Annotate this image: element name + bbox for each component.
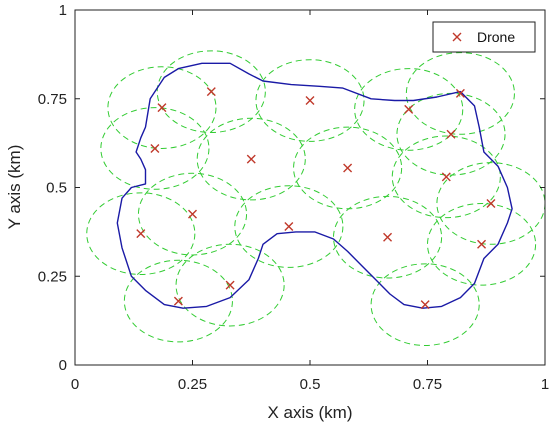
y-tick-label: 1 [59,2,67,19]
drone-marker [225,280,235,290]
legend-marker-icon [452,32,462,42]
y-tick-label: 0 [59,357,67,374]
drone-marker [383,232,393,242]
x-tick-label: 0.25 [178,376,207,393]
drone-marker [404,104,414,114]
area-boundary [116,62,513,309]
drone-marker [157,103,167,113]
x-tick-label: 0 [71,376,79,393]
coverage-circle [196,117,306,201]
drone-marker [246,154,256,164]
coverage-circle [391,135,501,219]
drone-marker [150,143,160,153]
drone-marker [173,296,183,306]
drone-marker [455,88,465,98]
coverage-circle [293,126,403,210]
legend-label: Drone [477,29,515,45]
coverage-circle [427,202,537,286]
coverage-circle [156,50,266,133]
drone-markers [136,87,496,310]
drone-marker [446,129,456,139]
x-axis-title: X axis (km) [268,403,353,422]
y-axis-ticks: 0 0.25 0.5 0.75 1 [38,2,545,374]
drone-marker [477,239,487,249]
legend-x-mark [452,32,462,42]
x-axis-ticks: 0 0.25 0.5 0.75 1 [71,10,549,393]
coverage-circle [370,263,480,346]
drone-marker [420,300,430,310]
drone-marker [206,87,216,97]
drone-marker [343,163,353,173]
coverage-circle [86,192,196,275]
y-tick-label: 0.75 [38,91,67,108]
drone-marker [188,209,197,219]
y-tick-label: 0.25 [38,268,67,285]
coverage-circle [405,52,515,135]
coverage-circle [175,243,285,327]
coverage-circle [333,195,443,279]
coverage-circles [86,50,545,346]
y-axis-title: Y axis (km) [5,145,24,230]
drone-marker [441,172,451,182]
coverage-circle [123,259,233,343]
legend-box [432,21,536,53]
x-tick-label: 1 [541,376,549,393]
boundary-line [116,62,513,309]
x-tick-label: 0.5 [300,376,321,393]
drone-marker [136,229,146,239]
coverage-circle [436,162,545,245]
drone-marker [305,96,315,106]
drone-marker [284,222,294,232]
coverage-circle [137,172,248,256]
drone-marker [486,198,496,208]
coverage-circle [354,68,464,151]
coverage-circle [107,66,217,149]
legend: Drone [432,21,536,53]
y-tick-label: 0.5 [46,180,67,197]
coverage-circle [100,107,210,190]
coverage-circle [255,59,365,142]
plot-area [75,10,545,365]
coverage-circle [234,185,344,268]
x-tick-label: 0.75 [413,376,442,393]
